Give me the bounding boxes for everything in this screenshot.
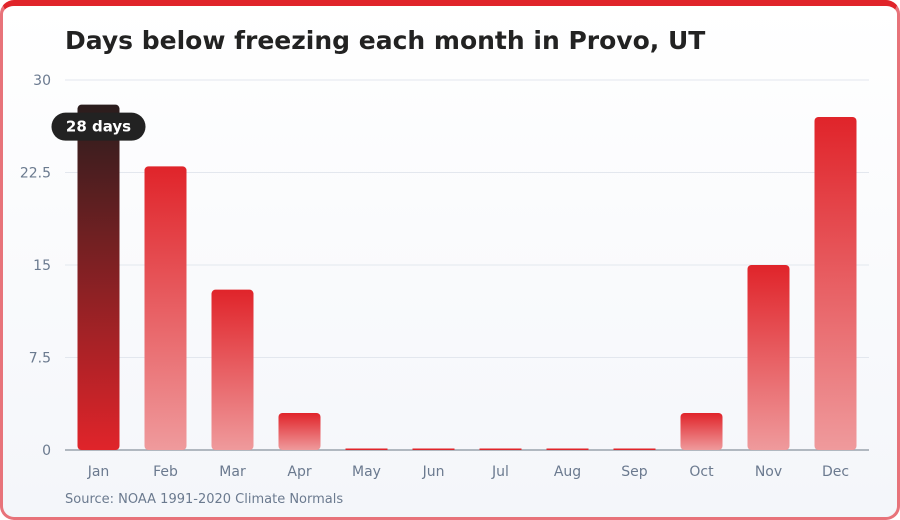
x-tick-label: Mar bbox=[219, 464, 246, 480]
bar-sep[interactable] bbox=[613, 448, 656, 451]
y-tick-label: 30 bbox=[33, 73, 51, 89]
x-tick-label: Jul bbox=[491, 464, 509, 480]
bar-apr[interactable] bbox=[278, 413, 321, 450]
y-tick-label: 7.5 bbox=[29, 351, 51, 367]
bar-jul[interactable] bbox=[479, 448, 522, 451]
x-tick-label: Dec bbox=[822, 464, 849, 480]
x-tick-label: Feb bbox=[153, 464, 178, 480]
bar-mar[interactable] bbox=[211, 289, 254, 450]
x-tick-label: May bbox=[352, 464, 381, 480]
y-tick-label: 15 bbox=[33, 258, 51, 274]
bar-oct[interactable] bbox=[680, 413, 723, 450]
tooltip-label: 28 days bbox=[66, 118, 131, 136]
x-tick-label: Nov bbox=[755, 464, 782, 480]
x-tick-label: Jun bbox=[422, 464, 445, 480]
x-tick-label: Apr bbox=[287, 464, 311, 480]
bar-may[interactable] bbox=[345, 448, 388, 451]
bar-jan[interactable] bbox=[77, 104, 120, 451]
bar-feb[interactable] bbox=[144, 166, 187, 451]
bar-aug[interactable] bbox=[546, 448, 589, 451]
x-tick-label: Jan bbox=[87, 464, 110, 480]
chart-title: Days below freezing each month in Provo,… bbox=[65, 26, 706, 55]
bar-dec[interactable] bbox=[814, 117, 857, 450]
bar-jun[interactable] bbox=[412, 448, 455, 451]
x-tick-label: Oct bbox=[689, 464, 714, 480]
x-tick-label: Aug bbox=[554, 464, 581, 480]
tooltip-background bbox=[51, 112, 146, 141]
y-tick-label: 22.5 bbox=[20, 166, 51, 182]
y-tick-label: 0 bbox=[42, 443, 51, 459]
x-tick-label: Sep bbox=[621, 464, 648, 480]
bar-nov[interactable] bbox=[747, 265, 790, 450]
bar-chart: Jan Feb Mar Apr May Jun Jul Aug Sep Oct Nov Dec 0 7.… bbox=[20, 73, 869, 480]
chart-source: Source: NOAA 1991-2020 Climate Normals bbox=[65, 492, 344, 507]
